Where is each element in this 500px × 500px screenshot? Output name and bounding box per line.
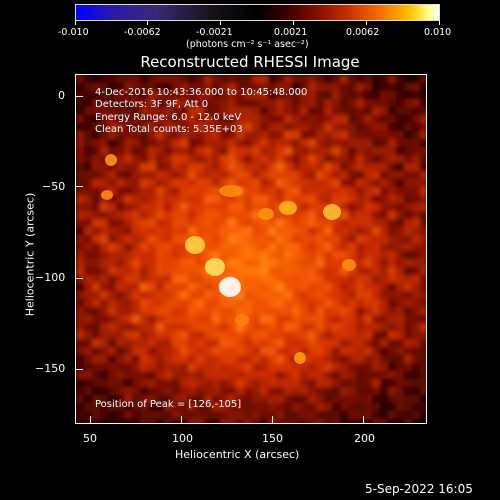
- colorbar-tick-label: -0.0021: [196, 27, 233, 38]
- y-tick-mark: [75, 186, 83, 187]
- hot-spot: [279, 201, 297, 215]
- colorbar-tick-mark: [75, 21, 76, 25]
- colorbar-units: (photons cm⁻² s⁻¹ asec⁻²): [186, 39, 309, 50]
- hot-spot: [185, 236, 205, 254]
- hot-spot: [323, 204, 341, 220]
- hot-spot: [258, 208, 274, 220]
- y-tick-mark: [75, 278, 83, 279]
- hot-spot: [342, 259, 356, 271]
- x-tick-label: 200: [354, 432, 375, 445]
- y-tick-label: 0: [58, 89, 65, 102]
- colorbar-tick-mark: [439, 21, 440, 25]
- colorbar-tick-label: -0.0062: [124, 27, 161, 38]
- hot-spot: [219, 277, 241, 297]
- colorbar-tick-label: 0.0021: [274, 27, 308, 38]
- colorbar-tick-mark: [220, 21, 221, 25]
- hot-spot: [101, 190, 113, 200]
- annotation-clean: Clean Total counts: 5.35E+03: [95, 124, 243, 135]
- annotation-peak-position: Position of Peak = [126,-105]: [95, 399, 242, 410]
- x-tick-label: 150: [262, 432, 283, 445]
- colorbar-tick-mark: [293, 21, 294, 25]
- colorbar-tick-mark: [147, 21, 148, 25]
- hot-spot: [205, 258, 225, 276]
- annotation-detectors: Detectors: 3F 9F, Att 0: [95, 99, 209, 110]
- colorbar-tick-label: -0.010: [58, 27, 89, 38]
- x-axis-title: Heliocentric X (arcsec): [175, 448, 300, 461]
- colorbar-tick-label: 0.0062: [346, 27, 380, 38]
- x-tick-mark: [90, 416, 91, 424]
- y-axis-title: Heliocentric Y (arcsec): [23, 192, 37, 317]
- hot-spot: [105, 154, 117, 166]
- x-tick-label: 50: [83, 432, 97, 445]
- x-tick-mark: [363, 416, 364, 424]
- hot-spot: [294, 352, 306, 364]
- y-tick-label: −50: [42, 180, 66, 193]
- annotation-time-range: 4-Dec-2016 10:43:36.000 to 10:45:48.000: [95, 87, 308, 98]
- y-tick-label: −150: [35, 362, 66, 375]
- plot-title: Reconstructed RHESSI Image: [140, 53, 360, 71]
- hot-spot: [219, 185, 243, 197]
- rhessi-map-image: [76, 75, 426, 423]
- rhessi-map-frame: [75, 74, 427, 424]
- y-tick-mark: [75, 96, 83, 97]
- y-tick-mark: [75, 369, 83, 370]
- annotation-energy: Energy Range: 6.0 - 12.0 keV: [95, 112, 242, 123]
- colorbar: [75, 4, 440, 21]
- hot-spot: [235, 314, 249, 326]
- footer-timestamp: 5-Sep-2022 16:05: [365, 482, 473, 496]
- y-tick-label: −100: [35, 271, 66, 284]
- x-tick-label: 100: [172, 432, 193, 445]
- x-tick-mark: [272, 416, 273, 424]
- colorbar-tick-mark: [366, 21, 367, 25]
- x-tick-mark: [181, 416, 182, 424]
- colorbar-tick-label: 0.010: [424, 27, 452, 38]
